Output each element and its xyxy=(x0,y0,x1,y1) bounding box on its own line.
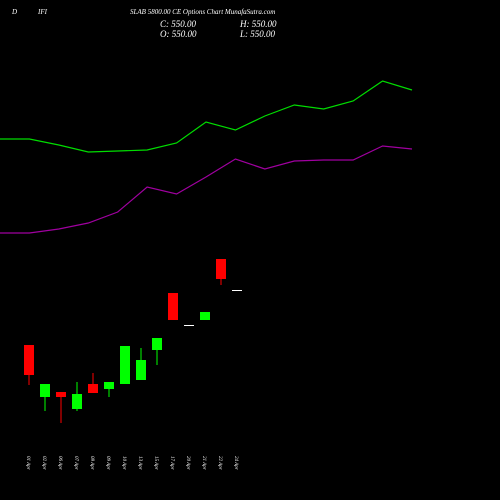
x-tick-label: 02 Apr xyxy=(41,456,46,470)
x-tick-label: 24 Apr xyxy=(233,456,238,470)
chart-title: SLAB 5800.00 CE Options Chart MunafaSutr… xyxy=(130,8,275,16)
candle-body xyxy=(88,384,98,393)
line-series xyxy=(0,145,413,234)
open-label: O: 550.00 xyxy=(160,29,197,39)
candle-body xyxy=(24,345,34,375)
candle-body xyxy=(168,293,178,320)
candle-body xyxy=(136,360,146,380)
x-tick-label: 13 Apr xyxy=(137,456,142,470)
high-label: H: 550.00 xyxy=(239,19,277,29)
x-tick-label: 01 Apr xyxy=(25,456,30,470)
low-label: L: 550.00 xyxy=(239,29,276,39)
x-tick-label: 21 Apr xyxy=(201,456,206,470)
x-tick-label: 22 Apr xyxy=(217,456,222,470)
candle-body xyxy=(120,346,130,384)
close-label: C: 550.00 xyxy=(160,19,197,29)
candle-body xyxy=(40,384,50,397)
candle-body xyxy=(56,392,66,397)
line-series xyxy=(0,80,413,153)
x-tick-label: 20 Apr xyxy=(185,456,190,470)
x-tick-label: 07 Apr xyxy=(73,456,78,470)
x-tick-label: 10 Apr xyxy=(121,456,126,470)
candle-body xyxy=(200,312,210,320)
candle-body xyxy=(232,290,242,291)
candle-body xyxy=(104,382,114,389)
candle-body xyxy=(72,394,82,409)
x-tick-label: 09 Apr xyxy=(105,456,110,470)
candle-body xyxy=(152,338,162,350)
x-tick-label: 08 Apr xyxy=(89,456,94,470)
x-tick-label: 17 Apr xyxy=(169,456,174,470)
candle-body xyxy=(216,259,226,279)
header-mid: IFI xyxy=(37,8,48,16)
candle-body xyxy=(184,325,194,326)
x-tick-label: 15 Apr xyxy=(153,456,158,470)
header-left: D xyxy=(11,8,17,16)
x-tick-label: 06 Apr xyxy=(57,456,62,470)
